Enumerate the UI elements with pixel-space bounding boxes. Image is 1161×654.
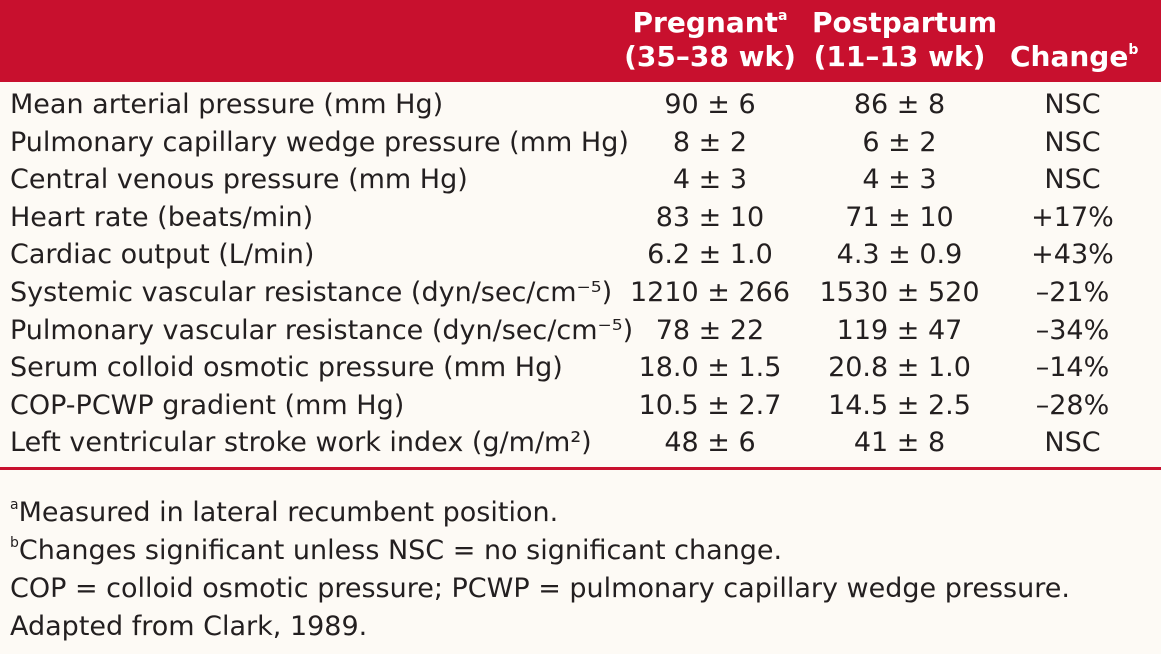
postpartum-value: 20.8 ± 1.0 xyxy=(828,352,971,384)
header-pregnant: Pregnanta (35–38 wk) xyxy=(620,6,800,74)
postpartum-value: 41 ± 8 xyxy=(853,427,946,459)
row-label: Systemic vascular resistance (dyn/sec/cm… xyxy=(10,276,613,308)
pregnant-value: 90 ± 6 xyxy=(664,89,756,120)
table-row: Heart rate (beats/min) 83 ± 10 71 ± 10 +… xyxy=(0,199,1161,237)
table-row: Mean arterial pressure (mm Hg) 90 ± 6 86… xyxy=(0,86,1161,124)
table-row: Left ventricular stroke work index (g/m/… xyxy=(0,424,1161,462)
postpartum-value: 4.3 ± 0.9 xyxy=(836,239,963,271)
table-body: Mean arterial pressure (mm Hg) 90 ± 6 86… xyxy=(0,86,1161,462)
postpartum-value: 14.5 ± 2.5 xyxy=(828,389,971,421)
row-label: Cardiac output (L/min) xyxy=(10,239,315,271)
footnote-mark-b: b xyxy=(1128,42,1139,58)
row-label: Pulmonary capillary wedge pressure (mm H… xyxy=(10,126,629,158)
pregnant-value: 78 ± 22 xyxy=(655,314,765,346)
footnote-abbreviations: COP = colloid osmotic pressure; PCWP = p… xyxy=(10,573,1070,604)
pregnant-value: 4 ± 3 xyxy=(672,164,748,196)
pregnant-value: 6.2 ± 1.0 xyxy=(647,239,773,271)
table-row: Systemic vascular resistance (dyn/sec/cm… xyxy=(0,274,1161,312)
postpartum-value: 119 ± 47 xyxy=(836,314,963,346)
footnote-b-text: Changes significant unless NSC = no sign… xyxy=(18,535,783,566)
header-change: Changeb xyxy=(1010,40,1139,74)
row-label: Serum colloid osmotic pressure (mm Hg) xyxy=(10,352,563,384)
change-value: NSC xyxy=(1044,164,1101,196)
header-pregnant-weeks: (35–38 wk) xyxy=(624,40,796,73)
change-value: +43% xyxy=(1031,239,1114,271)
header-change-label: Change xyxy=(1010,40,1129,73)
table-bottom-rule xyxy=(0,467,1161,470)
row-label: Pulmonary vascular resistance (dyn/sec/c… xyxy=(10,314,634,346)
footnote-mark-a: a xyxy=(778,8,788,24)
table-row: Serum colloid osmotic pressure (mm Hg) 1… xyxy=(0,349,1161,387)
table-row: Pulmonary vascular resistance (dyn/sec/c… xyxy=(0,312,1161,350)
change-value: –21% xyxy=(1035,276,1110,308)
table-row: Central venous pressure (mm Hg) 4 ± 3 4 … xyxy=(0,161,1161,199)
footnote-source: Adapted from Clark, 1989. xyxy=(10,611,368,642)
footnote-a: aMeasured in lateral recumbent position. xyxy=(10,494,1070,532)
postpartum-value: 6 ± 2 xyxy=(862,126,937,158)
row-label: Heart rate (beats/min) xyxy=(10,201,314,233)
postpartum-value: 86 ± 8 xyxy=(853,89,946,120)
postpartum-value: 4 ± 3 xyxy=(862,164,937,196)
footnotes: aMeasured in lateral recumbent position.… xyxy=(10,494,1070,646)
footnote-b: bChanges significant unless NSC = no sig… xyxy=(10,532,1070,570)
row-label: Central venous pressure (mm Hg) xyxy=(10,164,468,196)
table-row: Cardiac output (L/min) 6.2 ± 1.0 4.3 ± 0… xyxy=(0,236,1161,274)
change-value: –34% xyxy=(1035,314,1110,346)
change-value: NSC xyxy=(1044,126,1101,158)
pregnant-value: 48 ± 6 xyxy=(664,427,756,459)
pregnant-value: 83 ± 10 xyxy=(655,201,765,233)
table-row: COP-PCWP gradient (mm Hg) 10.5 ± 2.7 14.… xyxy=(0,387,1161,425)
footnote-b-mark: b xyxy=(10,535,19,551)
table-row: Pulmonary capillary wedge pressure (mm H… xyxy=(0,124,1161,162)
row-label: Left ventricular stroke work index (g/m/… xyxy=(10,427,592,459)
pregnant-value: 18.0 ± 1.5 xyxy=(638,352,782,384)
row-label: COP-PCWP gradient (mm Hg) xyxy=(10,389,405,421)
change-value: –14% xyxy=(1035,352,1110,384)
row-label: Mean arterial pressure (mm Hg) xyxy=(10,89,444,120)
pregnant-value: 1210 ± 266 xyxy=(629,276,791,308)
postpartum-value: 1530 ± 520 xyxy=(819,276,980,308)
postpartum-value: 71 ± 10 xyxy=(845,201,954,233)
change-value: –28% xyxy=(1035,389,1110,421)
header-postpartum-label: Postpartum xyxy=(812,6,998,39)
table-header: Pregnanta (35–38 wk) Postpartum (11–13 w… xyxy=(0,0,1161,82)
pregnant-value: 8 ± 2 xyxy=(672,126,748,158)
header-pregnant-label: Pregnant xyxy=(632,6,779,39)
footnote-a-mark: a xyxy=(10,497,19,513)
header-postpartum: Postpartum (11–13 wk) xyxy=(812,6,998,74)
change-value: NSC xyxy=(1044,427,1101,459)
pregnant-value: 10.5 ± 2.7 xyxy=(638,389,782,421)
footnote-a-text: Measured in lateral recumbent position. xyxy=(18,497,559,528)
header-postpartum-weeks: (11–13 wk) xyxy=(813,40,986,73)
change-value: +17% xyxy=(1031,201,1114,233)
change-value: NSC xyxy=(1044,89,1101,120)
